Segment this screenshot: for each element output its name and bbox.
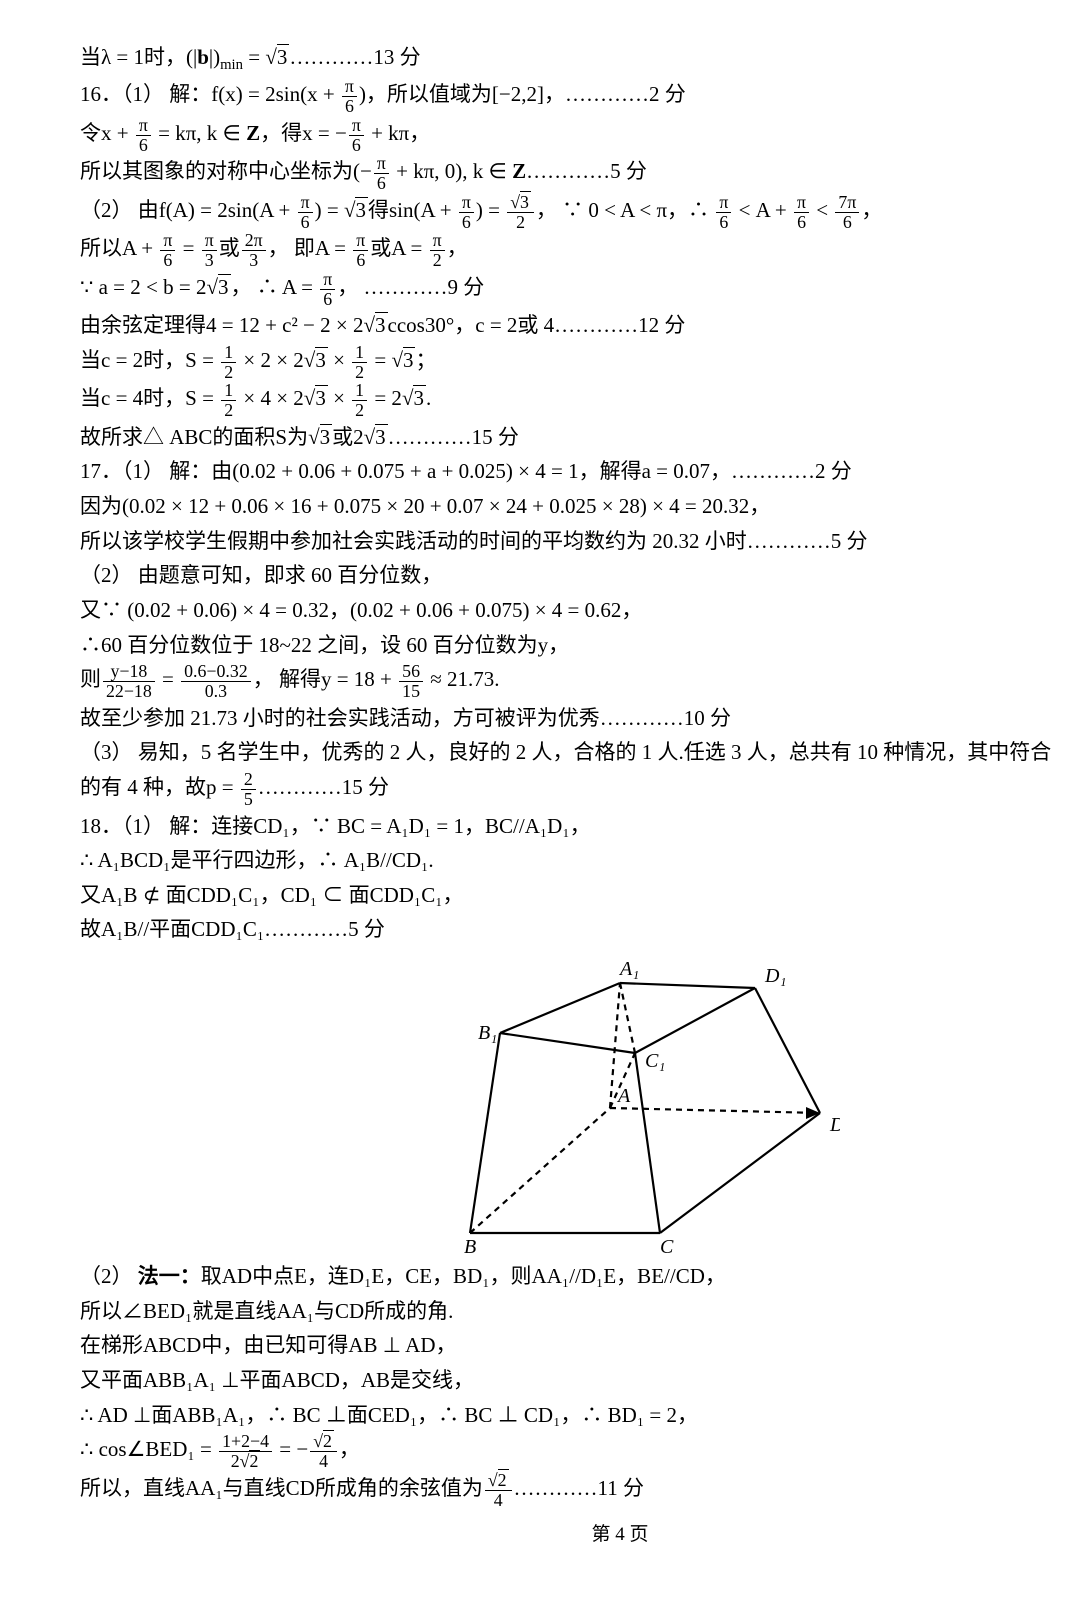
line-15-end: 当λ = 1时，(|b|)min = 3…………13 分 (80, 40, 1080, 77)
svg-text:A₁: A₁ (618, 958, 639, 980)
page-footer: 第 4 页 (80, 1519, 1080, 1550)
q18-2f: ∴ cos∠BED₁ = 1+2−422 = −24， (80, 1432, 1080, 1470)
q17-2d: 则y−1822−18 = 0.6−0.320.3， 解得y = 18 + 561… (80, 662, 1080, 700)
q18-1a: 18．（1） 解：连接CD₁，∵ BC = A₁D₁ = 1，BC//A₁D₁， (80, 809, 1080, 844)
q17-1b: 因为(0.02 × 12 + 0.06 × 16 + 0.075 × 20 + … (80, 489, 1080, 524)
q16-S2: 当c = 4时，S = 12 × 4 × 23 × 12 = 23. (80, 381, 1080, 419)
frac: π6 (342, 77, 357, 115)
svg-text:B: B (464, 1236, 476, 1253)
prism-diagram: A₁ B₁ C₁ D₁ A B C D (400, 953, 840, 1253)
vector-b: b (197, 45, 209, 69)
svg-text:A: A (616, 1085, 631, 1107)
svg-text:C: C (660, 1236, 674, 1253)
q16-center: 所以其图象的对称中心坐标为(−π6 + kπ, 0), k ∈ Z…………5 分 (80, 154, 1080, 192)
q17-2b: 又∵ (0.02 + 0.06) × 4 = 0.32，(0.02 + 0.06… (80, 593, 1080, 628)
q16-2a: （2） 由f(A) = 2sin(A + π6) = 3得sin(A + π6)… (80, 193, 1080, 231)
svg-text:D: D (829, 1114, 840, 1136)
q17-2a: （2） 由题意可知，即求 60 百分位数， (80, 558, 1080, 593)
q17-3a: （3） 易知，5 名学生中，优秀的 2 人，良好的 2 人，合格的 1 人.任选… (80, 735, 1080, 770)
q16-1: 16．（1） 解：f(x) = 2sin(x + π6)，所以值域为[−2,2]… (80, 77, 1080, 115)
svg-text:C₁: C₁ (645, 1050, 665, 1072)
svg-text:B₁: B₁ (478, 1022, 497, 1044)
q17-1c: 所以该学校学生假期中参加社会实践活动的时间的平均数约为 20.32 小时…………… (80, 524, 1080, 559)
q18-1b: ∴ A₁BCD₁是平行四边形，∴ A₁B//CD₁. (80, 843, 1080, 878)
q18-2b: 所以∠BED₁就是直线AA₁与CD所成的角. (80, 1294, 1080, 1329)
q17-2c: ∴60 百分位数位于 18~22 之间，设 60 百分位数为y， (80, 628, 1080, 663)
q18-1d: 故A₁B//平面CDD₁C₁…………5 分 (80, 912, 1080, 947)
q16-2c: ∵ a = 2 < b = 23， ∴ A = π6， …………9 分 (80, 270, 1080, 308)
q16-S1: 当c = 2时，S = 12 × 2 × 23 × 12 = 3； (80, 343, 1080, 381)
q17-1: 17．（1） 解：由(0.02 + 0.06 + 0.075 + a + 0.0… (80, 454, 1080, 489)
q16-step: 令x + π6 = kπ, k ∈ Z，得x = −π6 + kπ， (80, 116, 1080, 154)
q18-2d: 又平面ABB₁A₁ ⊥平面ABCD，AB是交线， (80, 1363, 1080, 1398)
q17-2e: 故至少参加 21.73 小时的社会实践活动，方可被评为优秀…………10 分 (80, 701, 1080, 736)
q18-2e: ∴ AD ⊥面ABB₁A₁，∴ BC ⊥面CED₁，∴ BC ⊥ CD₁，∴ B… (80, 1398, 1080, 1433)
svg-text:D₁: D₁ (764, 965, 786, 987)
q18-2a: （2） 法一：取AD中点E，连D₁E，CE，BD₁，则AA₁//D₁E，BE//… (80, 1259, 1080, 1294)
q16-cos: 由余弦定理得4 = 12 + c² − 2 × 23ccos30°，c = 2或… (80, 308, 1080, 343)
q16-ans: 故所求△ ABC的面积S为3或23…………15 分 (80, 420, 1080, 455)
q18-1c: 又A₁B ⊄ 面CDD₁C₁，CD₁ ⊂ 面CDD₁C₁， (80, 878, 1080, 913)
q18-2g: 所以，直线AA₁与直线CD所成角的余弦值为24…………11 分 (80, 1471, 1080, 1509)
q16-2b: 所以A + π6 = π3或2π3， 即A = π6或A = π2， (80, 231, 1080, 269)
q18-2c: 在梯形ABCD中，由已知可得AB ⊥ AD， (80, 1328, 1080, 1363)
sqrt: 3 (265, 40, 289, 75)
q17-3b: 的有 4 种，故p = 25…………15 分 (80, 770, 1080, 808)
